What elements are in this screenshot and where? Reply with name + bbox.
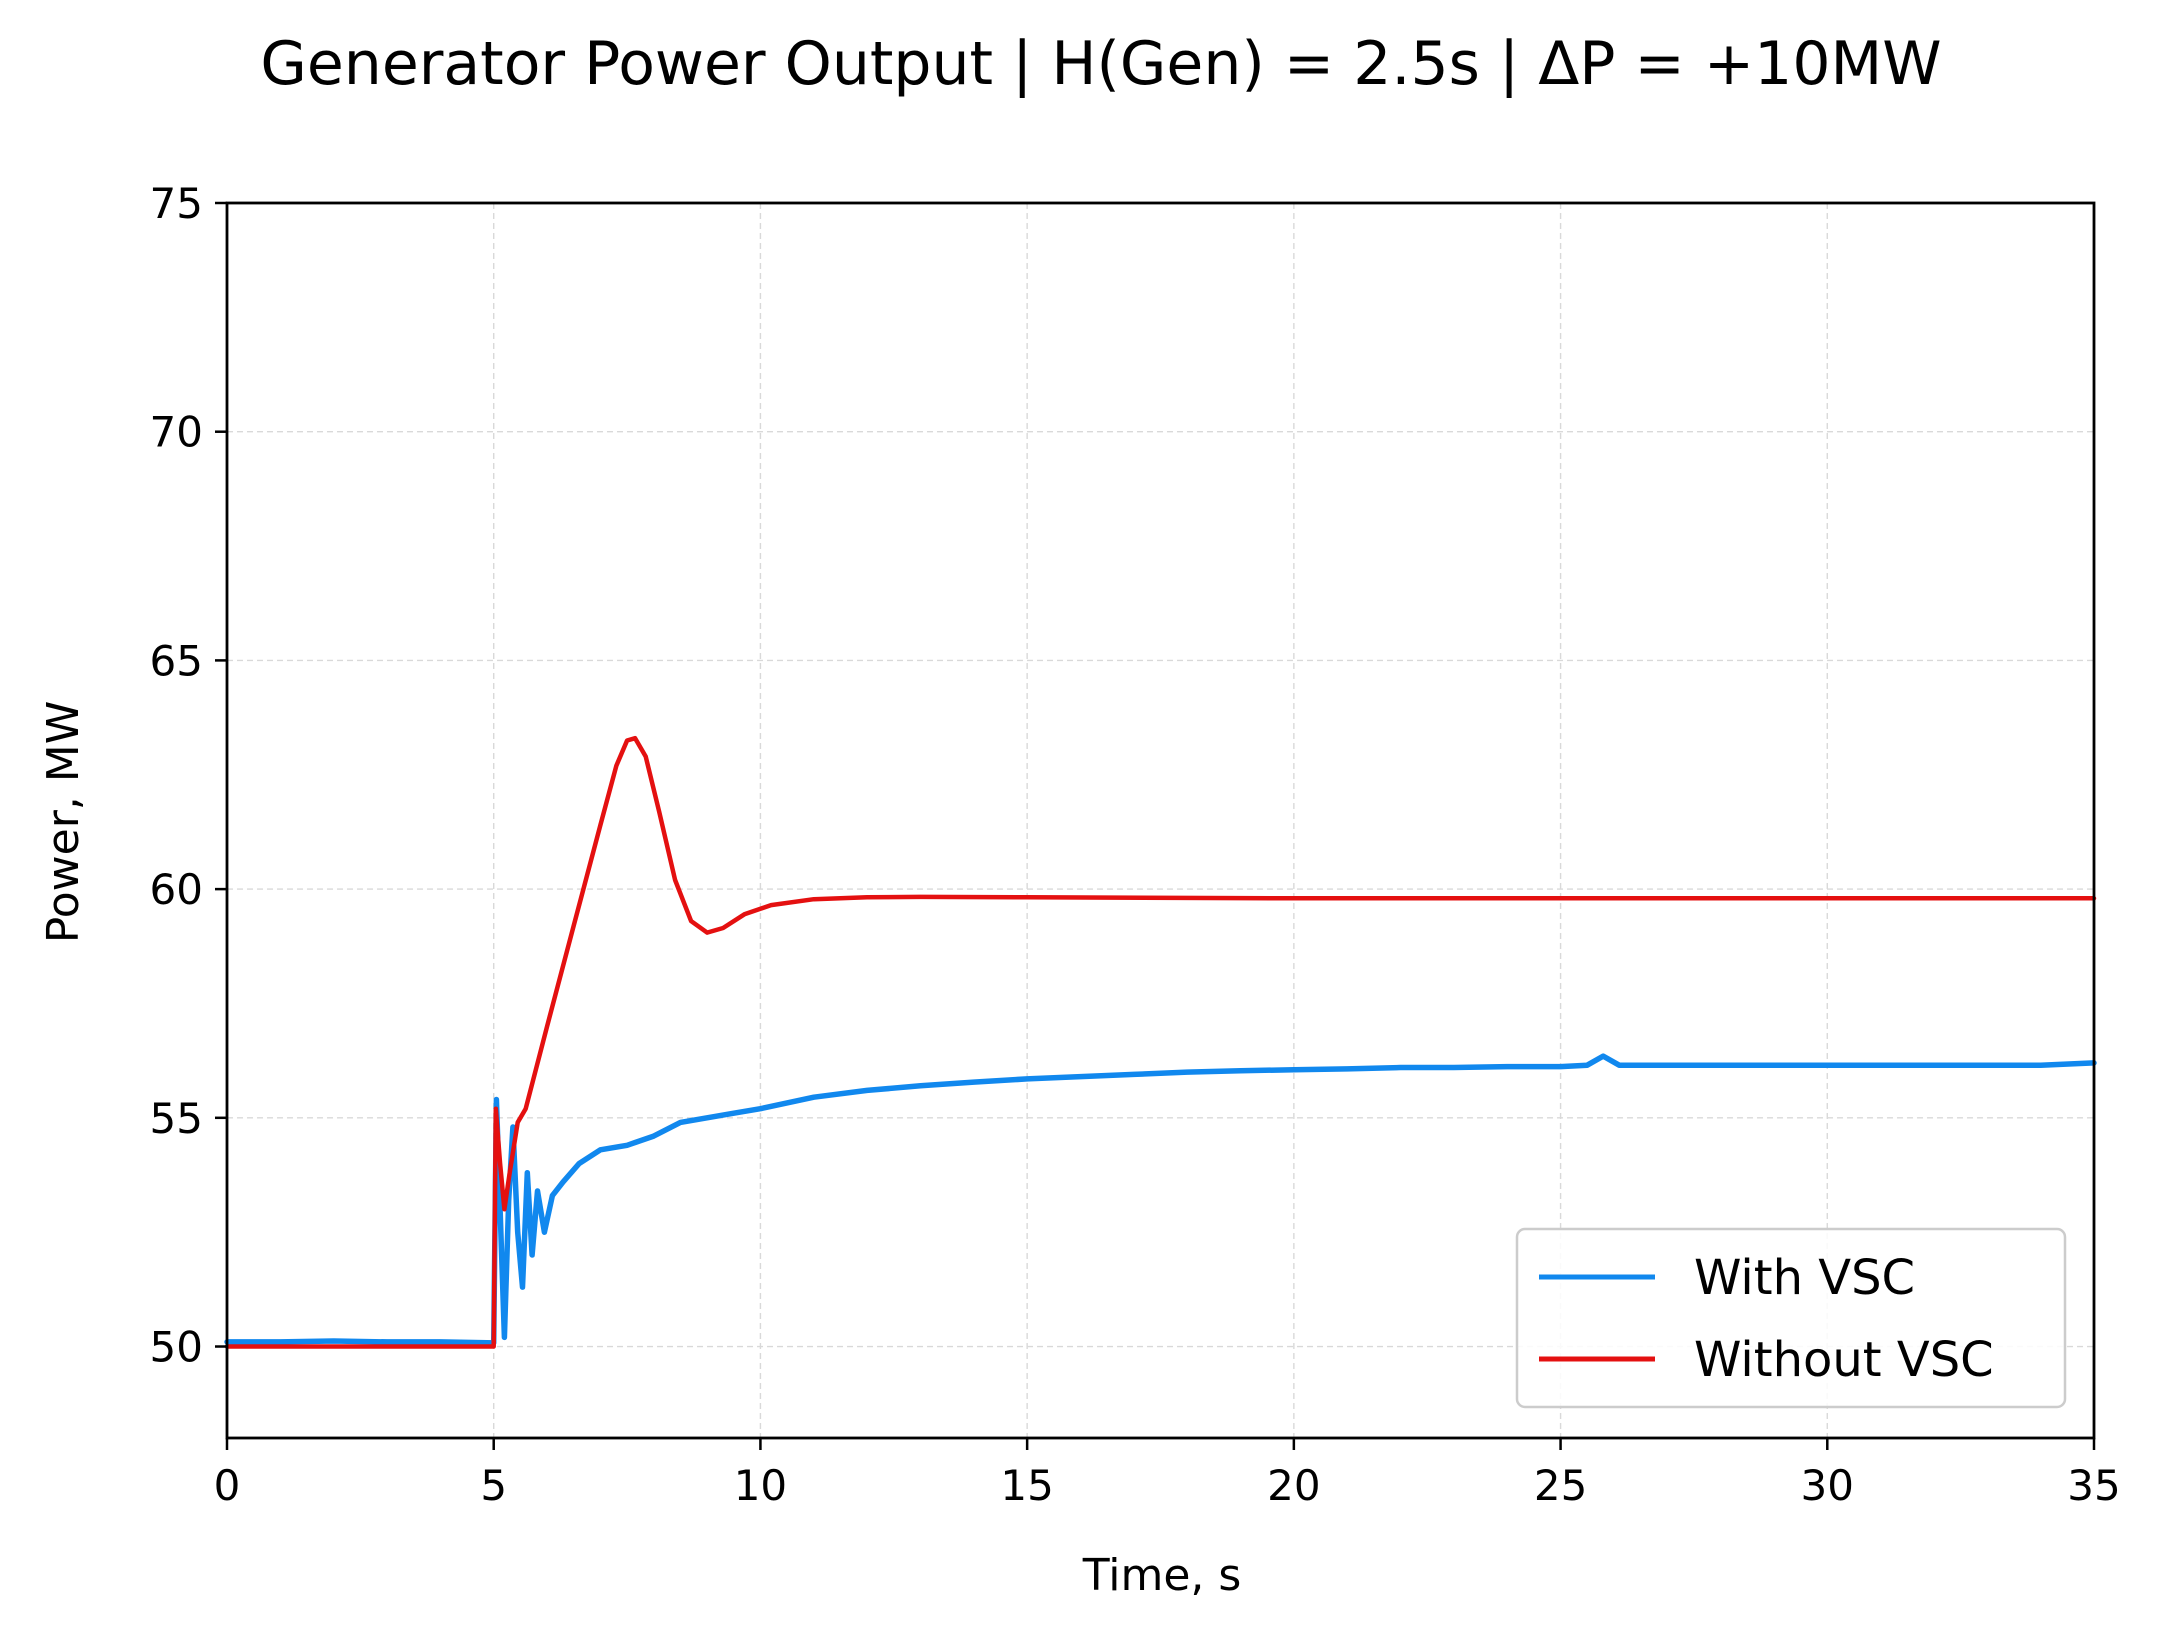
series-line-with-vsc bbox=[224, 1053, 2097, 1346]
x-tick-label: 20 bbox=[1267, 1461, 1320, 1510]
legend-label: With VSC bbox=[1694, 1250, 1915, 1306]
y-tick-label: 75 bbox=[150, 179, 203, 228]
y-tick-label: 60 bbox=[150, 865, 203, 914]
x-tick-label: 10 bbox=[734, 1461, 787, 1510]
legend: With VSC Without VSC bbox=[1515, 1227, 2067, 1409]
x-axis: 0 5 10 15 20 25 30 35 bbox=[214, 1438, 2121, 1510]
series-line-without-vsc bbox=[224, 735, 2097, 1349]
x-tick-label: 30 bbox=[1801, 1461, 1854, 1510]
y-tick-label: 55 bbox=[150, 1094, 203, 1143]
legend-box bbox=[1515, 1227, 2067, 1409]
x-tick-label: 35 bbox=[2067, 1461, 2120, 1510]
series-group bbox=[224, 735, 2097, 1349]
x-tick-label: 0 bbox=[214, 1461, 241, 1510]
x-axis-label: Time, s bbox=[1082, 1550, 1242, 1601]
x-tick-label: 5 bbox=[480, 1461, 507, 1510]
y-axis: 50 55 60 65 70 75 bbox=[150, 179, 227, 1372]
y-tick-label: 50 bbox=[150, 1323, 203, 1372]
chart-title: Generator Power Output | H(Gen) = 2.5s |… bbox=[260, 29, 1941, 99]
legend-label: Without VSC bbox=[1694, 1332, 1994, 1388]
x-tick-label: 15 bbox=[1000, 1461, 1053, 1510]
x-tick-label: 25 bbox=[1534, 1461, 1587, 1510]
y-tick-label: 65 bbox=[150, 636, 203, 685]
y-tick-label: 70 bbox=[150, 408, 203, 457]
plot-frame bbox=[225, 201, 2096, 1440]
y-axis-label: Power, MW bbox=[38, 701, 89, 943]
